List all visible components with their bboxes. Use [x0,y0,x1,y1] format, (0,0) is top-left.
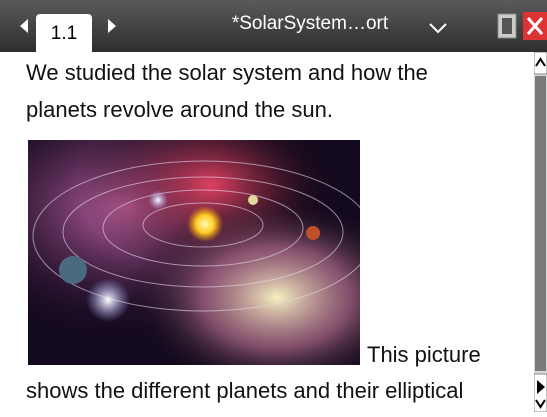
page-tab[interactable]: 1.1 [36,14,92,52]
battery-level [502,18,512,34]
scrollbar[interactable] [534,52,547,412]
text-line: We studied the solar system and how the [26,60,428,86]
scrollbar-parts [534,52,547,412]
text-line: This picture [367,342,481,368]
screen: {"tab": {"label": "1.1"}, "header": {"ti… [0,0,547,412]
document-title[interactable]: *SolarSystem…ort [190,10,430,38]
scroll-up[interactable] [534,52,547,74]
text-line: shows the different planets and their el… [26,378,463,404]
prev-arrow[interactable] [20,19,28,33]
solar-system-image [28,140,360,365]
toolbar: 1.1 *SolarSystem…ort [0,0,547,52]
text-line: planets revolve around the sun. [26,97,333,123]
title-menu[interactable] [430,24,446,32]
scroll-thumb[interactable] [535,76,546,371]
next-arrow[interactable] [108,19,116,33]
